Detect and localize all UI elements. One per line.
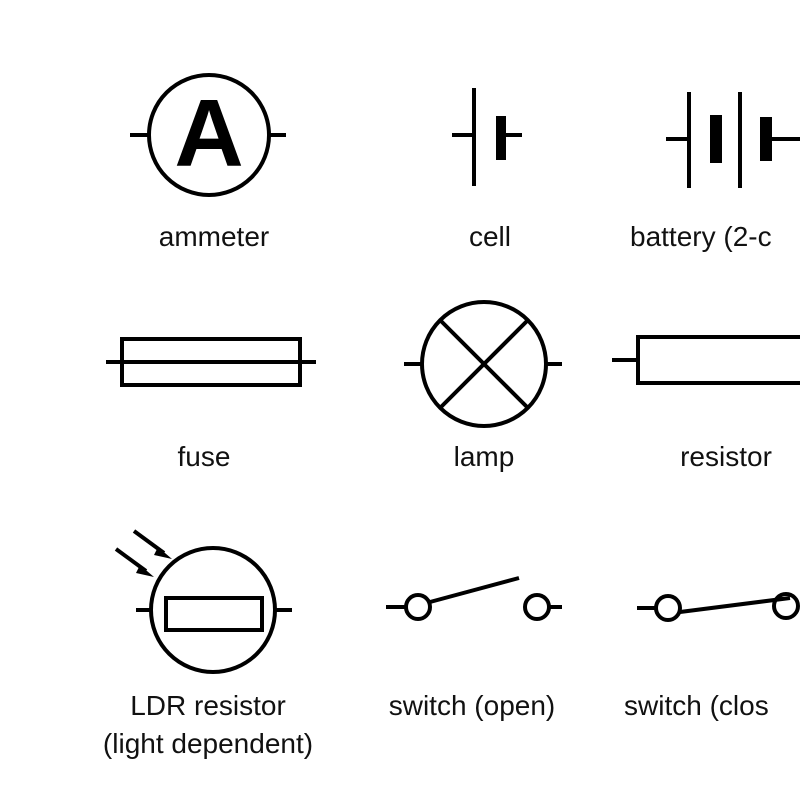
lamp-symbol xyxy=(404,300,562,428)
resistor-symbol xyxy=(612,335,800,385)
switch-open-label: switch (open) xyxy=(388,690,556,721)
lamp-label: lamp xyxy=(453,441,515,472)
battery-symbol xyxy=(666,92,800,188)
battery-label: battery (2-c xyxy=(630,221,772,252)
ldr-symbol xyxy=(114,529,292,674)
resistor-label: resistor xyxy=(680,441,772,472)
ammeter-symbol: A xyxy=(130,73,286,197)
switch-closed-symbol xyxy=(637,592,800,622)
ldr-label-line1: LDR resistor xyxy=(130,690,286,721)
switch-closed-label: switch (clos xyxy=(624,690,769,721)
ammeter-label: ammeter xyxy=(158,221,270,252)
ldr-label-line2: (light dependent) xyxy=(102,728,314,759)
switch-open-symbol xyxy=(386,576,562,621)
ammeter-letter: A xyxy=(174,80,243,187)
fuse-symbol xyxy=(106,337,316,387)
cell-label: cell xyxy=(468,221,511,252)
cell-symbol xyxy=(452,88,522,186)
fuse-label: fuse xyxy=(177,441,231,472)
